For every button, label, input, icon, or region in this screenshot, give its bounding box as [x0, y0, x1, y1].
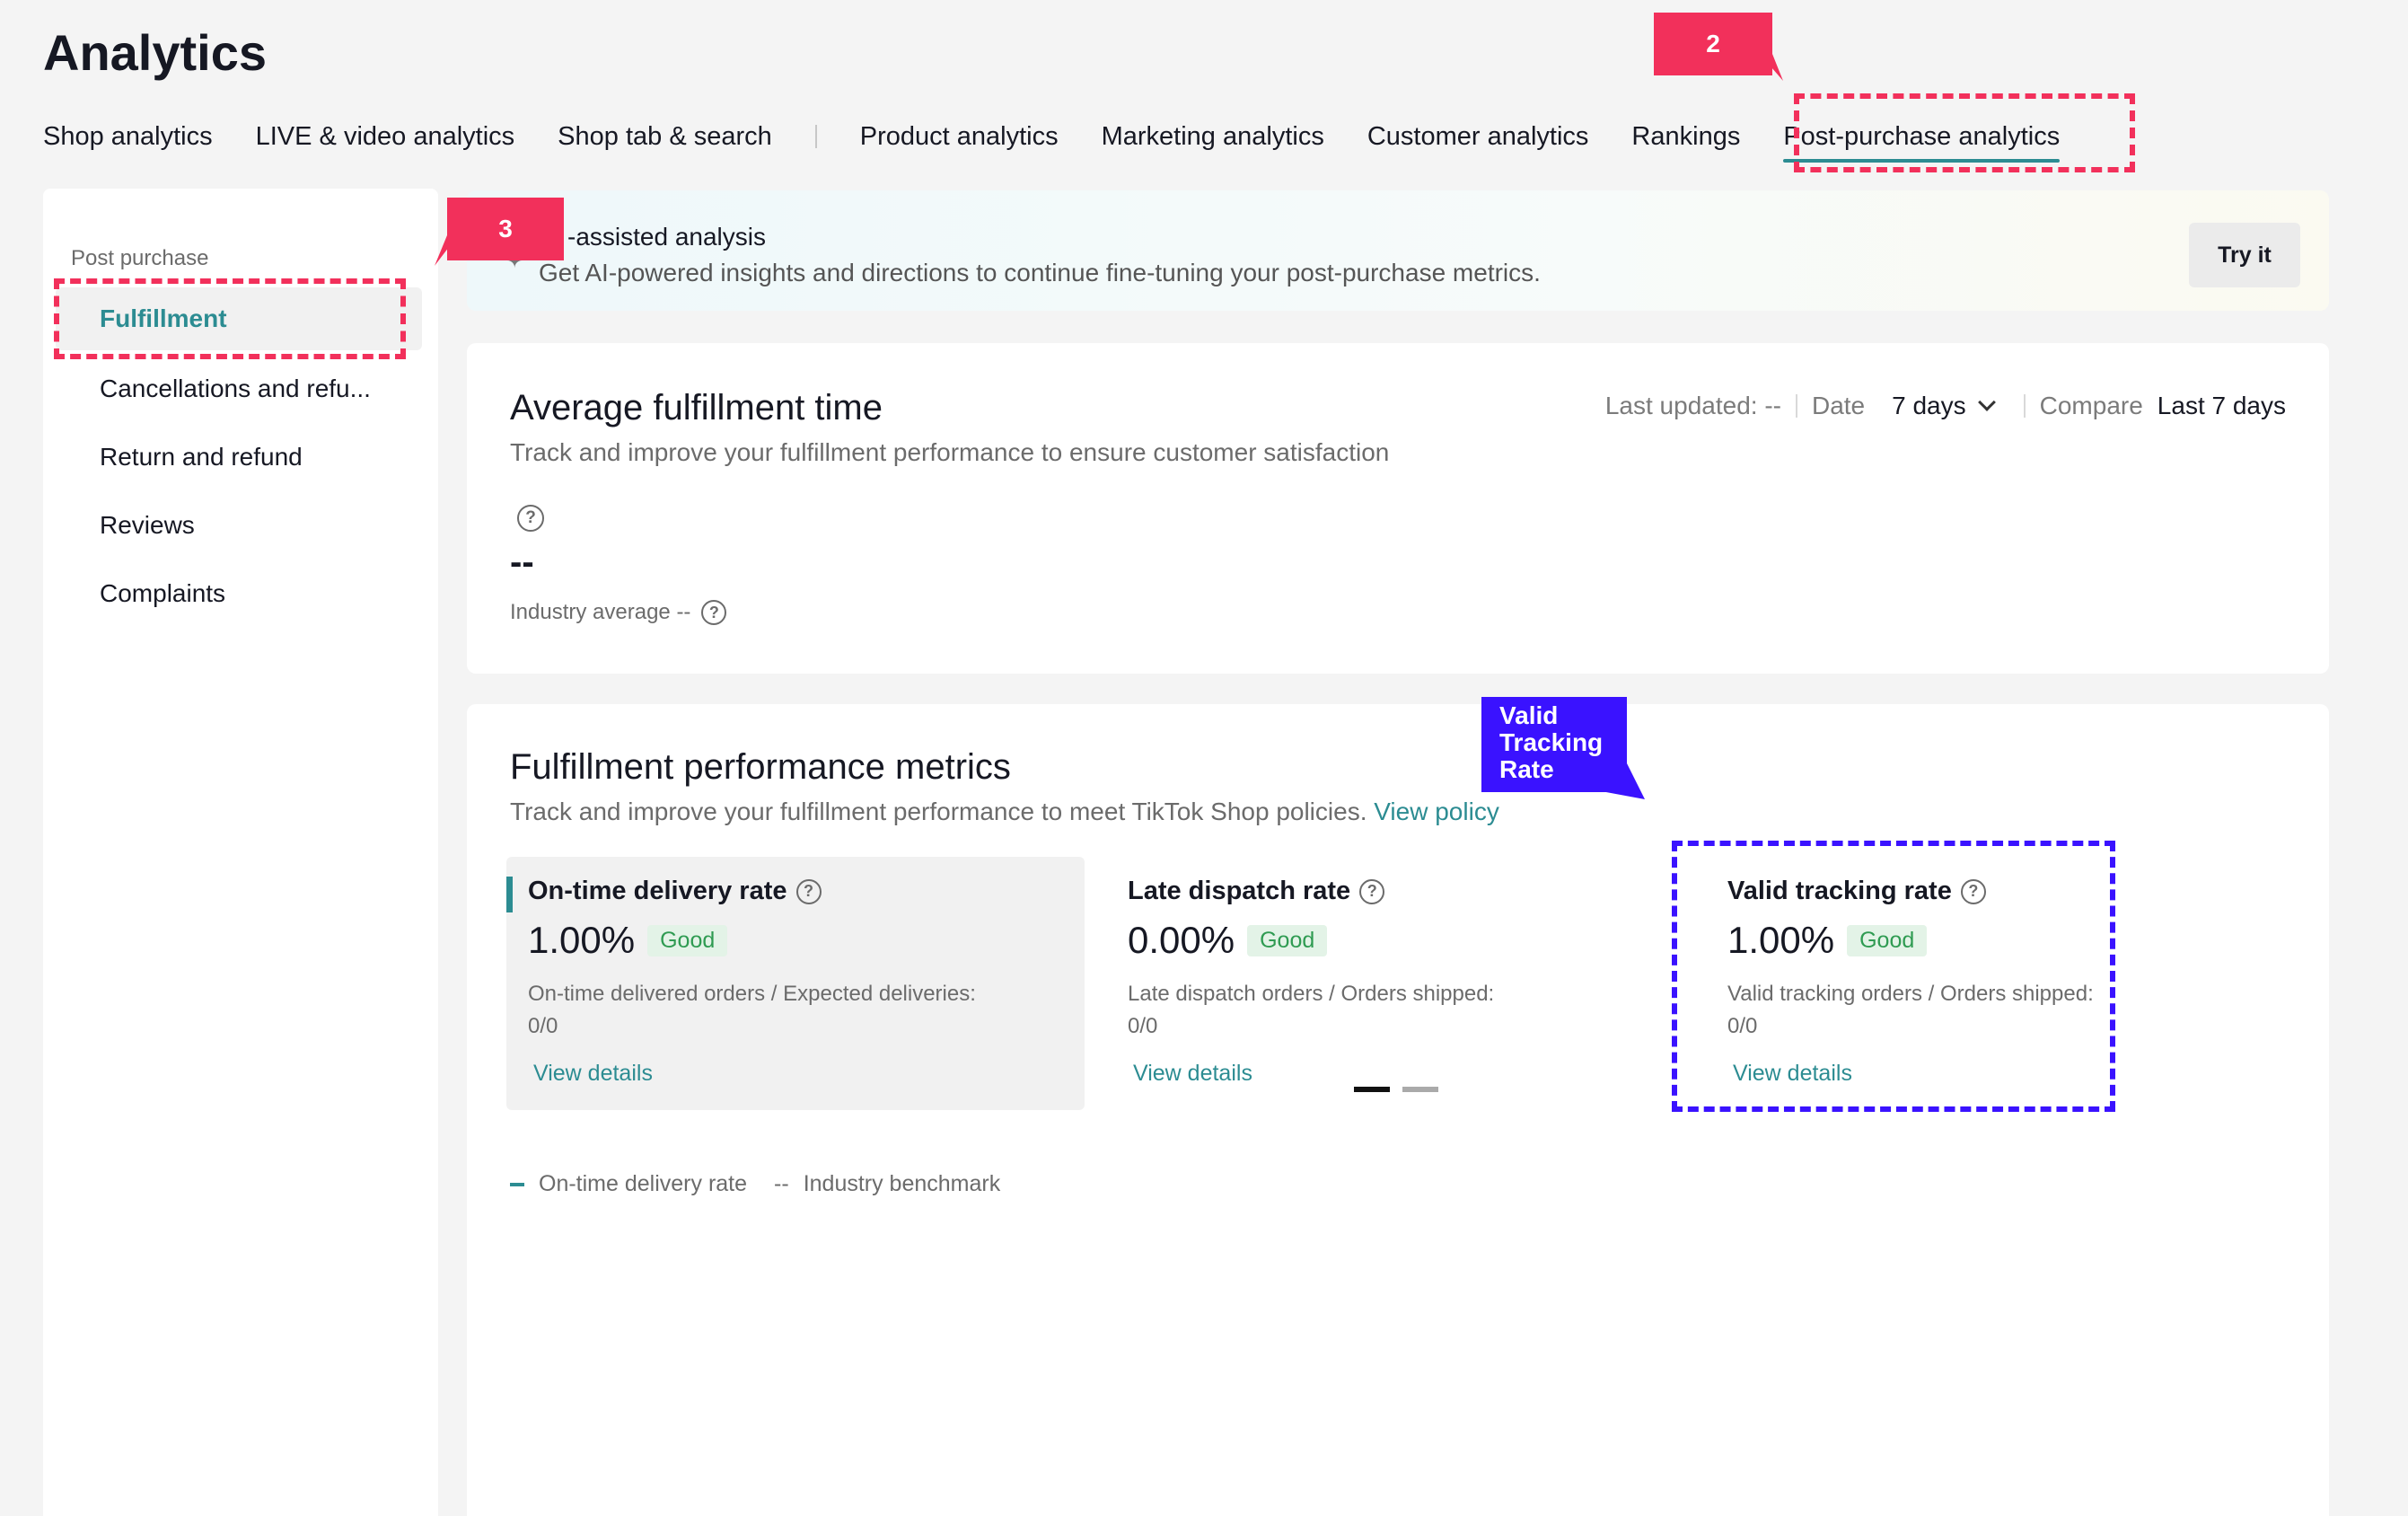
metric-name-row: Valid tracking rate ?	[1727, 877, 2263, 906]
sidebar-item-fulfillment[interactable]: Fulfillment	[56, 287, 422, 350]
help-icon[interactable]: ?	[701, 600, 727, 625]
analytics-tabs: Shop analytics LIVE & video analytics Sh…	[43, 119, 2103, 163]
help-icon[interactable]: ?	[517, 505, 544, 532]
date-label: Date	[1811, 392, 1866, 419]
filter-divider	[2023, 394, 2026, 418]
view-details-link[interactable]: View details	[533, 1061, 653, 1086]
sidebar-item-complaints[interactable]: Complaints	[100, 579, 226, 607]
sidebar-item-return-refund[interactable]: Return and refund	[100, 443, 303, 471]
legend-series: On-time delivery rate	[539, 1171, 748, 1196]
performance-title: Fulfillment performance metrics	[510, 747, 1011, 787]
carousel-dot-active[interactable]	[1354, 1087, 1390, 1092]
view-details-link[interactable]: View details	[1133, 1061, 1252, 1086]
performance-subtitle: Track and improve your fulfillment perfo…	[510, 798, 1367, 825]
metric-description: Late dispatch orders / Orders shipped: 0…	[1128, 978, 1663, 1043]
metric-late-dispatch[interactable]: Late dispatch rate ? 0.00% Good Late dis…	[1106, 857, 1684, 1110]
page-title: Analytics	[43, 24, 267, 81]
tab-customer-analytics[interactable]: Customer analytics	[1367, 121, 1589, 151]
metric-description-value: 0/0	[528, 1014, 558, 1038]
tab-live-video-analytics[interactable]: LIVE & video analytics	[255, 121, 515, 151]
metric-valid-tracking[interactable]: Valid tracking rate ? 1.00% Good Valid t…	[1706, 857, 2284, 1110]
metric-value-row: 1.00% Good	[1727, 919, 2263, 962]
status-badge: Good	[647, 924, 728, 956]
status-badge: Good	[1247, 924, 1328, 956]
annotation-valid-tracking-text: Valid Tracking Rate	[1499, 701, 1604, 783]
legend-line-icon	[510, 1182, 524, 1186]
date-select[interactable]: 7 days	[1892, 392, 2009, 420]
metric-name-row: Late dispatch rate ?	[1128, 877, 1663, 906]
chevron-down-icon	[1977, 393, 1996, 411]
compare-value[interactable]: Last 7 days	[2157, 392, 2286, 419]
metric-description-line: On-time delivered orders / Expected deli…	[528, 982, 976, 1006]
annotation-step-2-tag: 2	[1654, 13, 1772, 75]
tab-divider	[814, 125, 817, 148]
view-policy-link[interactable]: View policy	[1374, 798, 1499, 825]
annotation-valid-tracking-pointer	[1596, 763, 1645, 799]
metric-name: Late dispatch rate	[1128, 877, 1351, 905]
metric-value: 1.00%	[1727, 919, 1835, 961]
sidebar-heading: Post purchase	[71, 246, 209, 270]
ai-assisted-banner: ✦ -assisted analysis Get AI-powered insi…	[467, 190, 2329, 311]
last-updated-text: Last updated: --	[1604, 392, 1781, 419]
status-badge: Good	[1847, 924, 1928, 956]
metric-name: Valid tracking rate	[1727, 877, 1952, 905]
tab-shop-tab-search[interactable]: Shop tab & search	[558, 121, 772, 151]
sidebar-item-reviews[interactable]: Reviews	[100, 511, 195, 539]
metric-description-line: Valid tracking orders / Orders shipped:	[1727, 982, 2094, 1006]
metric-value: 0.00%	[1128, 919, 1235, 961]
metric-description-line: Late dispatch orders / Orders shipped:	[1128, 982, 1495, 1006]
tab-rankings[interactable]: Rankings	[1631, 121, 1741, 151]
metric-description: On-time delivered orders / Expected deli…	[528, 978, 1063, 1043]
filter-divider	[1795, 394, 1797, 418]
avg-fulfillment-title: Average fulfillment time	[510, 388, 883, 427]
avg-fulfillment-subtitle: Track and improve your fulfillment perfo…	[510, 438, 1390, 466]
metric-description-value: 0/0	[1727, 1014, 1758, 1038]
carousel-pagination	[1354, 1087, 1438, 1092]
tab-product-analytics[interactable]: Product analytics	[859, 121, 1059, 151]
carousel-dot[interactable]	[1402, 1087, 1438, 1092]
performance-subtitle-row: Track and improve your fulfillment perfo…	[510, 798, 1499, 826]
help-icon[interactable]: ?	[1359, 878, 1385, 904]
view-details-link[interactable]: View details	[1733, 1061, 1852, 1086]
industry-average-text: Industry average --	[510, 600, 691, 624]
try-it-button[interactable]: Try it	[2189, 223, 2300, 287]
ai-banner-title: -assisted analysis	[567, 223, 766, 251]
metric-description-value: 0/0	[1128, 1014, 1158, 1038]
help-icon[interactable]: ?	[795, 878, 822, 904]
chart-legend: On-time delivery rate -- Industry benchm…	[510, 1171, 1000, 1197]
legend-benchmark: Industry benchmark	[803, 1171, 1001, 1196]
filter-bar: Last updated: -- Date 7 days Compare Las…	[1605, 392, 2286, 420]
sidebar: Post purchase Fulfillment Cancellations …	[43, 189, 438, 1516]
help-icon[interactable]: ?	[1960, 878, 1986, 904]
metric-value: 1.00%	[528, 919, 636, 961]
annotation-step-2-pointer	[1760, 54, 1783, 81]
metric-on-time-delivery[interactable]: On-time delivery rate ? 1.00% Good On-ti…	[506, 857, 1085, 1110]
ai-banner-description: Get AI-powered insights and directions t…	[539, 259, 1541, 286]
avg-fulfillment-value: --	[510, 542, 534, 582]
metric-value-row: 0.00% Good	[1128, 919, 1663, 962]
date-select-value: 7 days	[1892, 392, 1966, 419]
metric-value-row: 1.00% Good	[528, 919, 1063, 962]
avg-fulfillment-card: Average fulfillment time Track and impro…	[467, 343, 2329, 674]
legend-dash-icon: --	[774, 1171, 789, 1196]
annotation-step-3-tag-overlay: 3	[447, 198, 564, 260]
industry-average-row: Industry average -- ?	[510, 600, 727, 625]
performance-metrics-card: Fulfillment performance metrics Track an…	[467, 704, 2329, 1516]
compare-label: Compare	[2039, 392, 2143, 419]
metric-name: On-time delivery rate	[528, 877, 787, 905]
tab-post-purchase-analytics[interactable]: Post-purchase analytics	[1783, 121, 2061, 163]
sidebar-item-cancellations[interactable]: Cancellations and refu...	[100, 375, 371, 402]
tab-shop-analytics[interactable]: Shop analytics	[43, 121, 213, 151]
annotation-valid-tracking-tag: Valid Tracking Rate	[1481, 697, 1627, 792]
metric-name-row: On-time delivery rate ?	[528, 877, 1063, 906]
metric-description: Valid tracking orders / Orders shipped: …	[1727, 978, 2263, 1043]
tab-marketing-analytics[interactable]: Marketing analytics	[1101, 121, 1324, 151]
